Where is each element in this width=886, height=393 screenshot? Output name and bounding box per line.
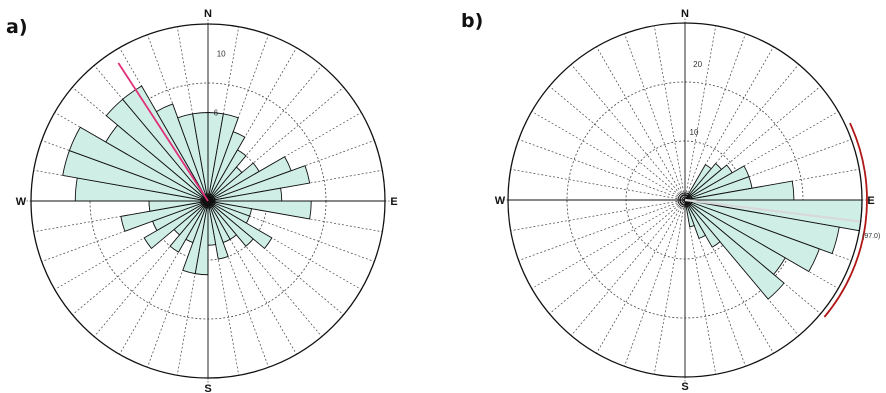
mean-direction-line [684, 198, 860, 223]
center-hub-ring [200, 193, 216, 209]
grid-spoke [570, 199, 686, 336]
rose-sector [68, 126, 209, 202]
cardinal-n-a: N [204, 8, 212, 20]
cardinal-n-b: N [681, 8, 689, 20]
grid-spoke [510, 199, 686, 232]
rose-sector [207, 200, 229, 260]
rose-chart-b: b) 10 20 N S E W (97.0) [461, 8, 880, 393]
rose-sector [169, 200, 209, 253]
cardinal-w-a: W [16, 196, 27, 208]
rose-sector [207, 149, 247, 202]
grid-spoke [624, 33, 686, 201]
grid-spoke [684, 33, 746, 201]
grid-spoke [596, 199, 686, 354]
rose-sector [207, 200, 254, 247]
radial-tick-label: 10 [690, 128, 699, 137]
center-hub-ring [204, 197, 212, 205]
grid-spoke [531, 199, 686, 289]
panel-label-a: a) [6, 16, 28, 38]
rose-sector [684, 199, 820, 273]
cardinal-w-b: W [495, 195, 506, 207]
rose-sector [155, 103, 209, 202]
rose-sector [207, 200, 273, 250]
grid-spoke [549, 85, 686, 201]
grid-spoke [518, 199, 686, 261]
cardinal-s-b: S [681, 381, 688, 393]
rose-sector [684, 199, 721, 248]
outer-circle [30, 23, 386, 379]
grid-spoke [570, 64, 686, 201]
rose-sector [207, 165, 311, 202]
grid-spoke [531, 111, 686, 201]
center-hub-ring [202, 195, 214, 207]
rose-sector [684, 199, 707, 239]
rose-sector [684, 199, 785, 300]
rose-sector [207, 131, 246, 202]
radial-tick-label: 20 [693, 60, 702, 69]
grid-spoke [518, 139, 686, 201]
cardinal-e-b: E [867, 195, 874, 207]
grid-spoke [684, 199, 717, 375]
confidence-arc [823, 122, 868, 318]
rose-sector [120, 200, 209, 232]
mean-direction-label-b: (97.0) [862, 233, 880, 240]
radial-tick-label: 6 [214, 109, 219, 118]
mean-direction-line [117, 62, 209, 202]
radial-tick-label: 10 [217, 50, 226, 59]
grid-spoke [684, 25, 717, 201]
grid-spoke [653, 199, 686, 375]
rose-sector [122, 85, 209, 202]
grid-spoke [510, 168, 686, 201]
rose-chart-a: a) 6 10 N S E W [6, 8, 398, 393]
grid-spoke [624, 199, 686, 367]
grid-spoke [549, 199, 686, 315]
grid-spoke [653, 25, 686, 201]
rose-sector [684, 199, 840, 255]
cardinal-e-a: E [390, 196, 397, 208]
panel-label-b: b) [461, 10, 483, 32]
grid-spoke [596, 46, 686, 201]
outer-circle [507, 22, 863, 378]
rose-sector [143, 200, 209, 250]
cardinal-s-a: S [204, 383, 211, 393]
